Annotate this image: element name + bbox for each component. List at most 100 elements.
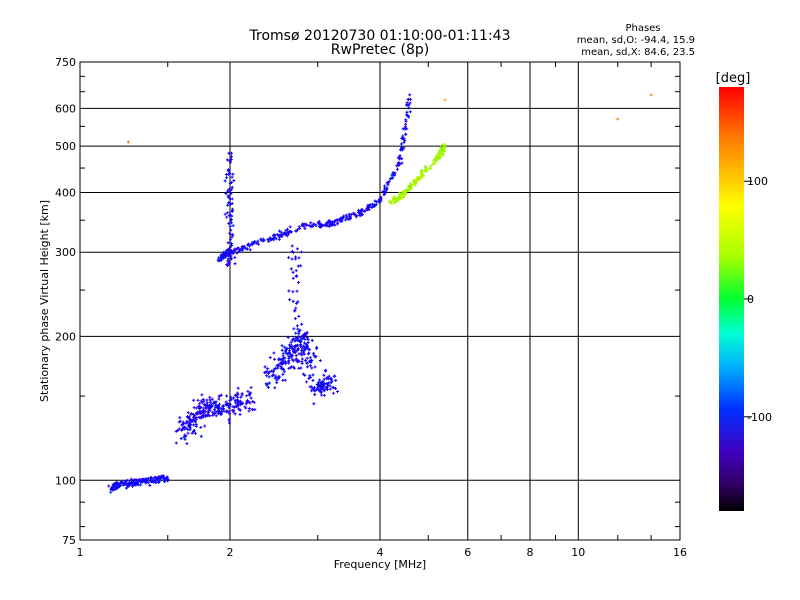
point-F1-plume [293,317,297,321]
point-F2-X-trace [387,199,391,203]
point-F1-cluster [274,375,278,379]
point-E-sporadic-cloud [235,391,239,395]
point-F2-X-trace [436,154,440,158]
point-F2-O-trace [357,210,361,214]
point-F2-O-trace [344,218,348,222]
point-F2-plume [226,264,230,268]
point-E-sporadic-cloud [198,401,202,405]
point-F2-X-trace [439,153,443,157]
point-F1-cluster [298,340,302,344]
point-F1-cluster [305,330,309,334]
point-F2-plume [228,202,232,206]
point-F2-O-trace [353,212,357,216]
point-F1-plume [297,352,301,356]
point-E-sporadic-cloud [184,426,188,430]
point-F2-plume [230,155,234,159]
point-F1-plume [289,355,293,359]
point-F2-O-trace [361,213,365,217]
point-E-sporadic-cloud [209,400,213,404]
point-F2-O-trace [255,241,259,245]
point-F1-plume [290,257,294,261]
point-F1-cluster [268,370,272,374]
point-F1-cluster [300,346,304,350]
point-low-O-trace [130,481,134,485]
point-F2-O-trace [398,154,402,158]
point-F2-O-trace [327,225,331,229]
point-E-sporadic-cloud [206,410,210,414]
y-tick-label: 200 [55,330,76,343]
point-F1-cluster [312,351,316,355]
point-F2-O-trace [248,244,252,248]
point-F1-cluster [274,366,278,370]
point-E-sporadic-cloud [235,404,239,408]
point-F2-plume [230,185,234,189]
point-E-sporadic-cloud [192,423,196,427]
point-E-sporadic-cloud [249,396,253,400]
point-F1-cluster [266,367,270,371]
point-F1-cluster [287,361,291,365]
point-F2-O-trace [241,246,245,250]
point-F2-O-trace [351,211,355,215]
point-F1-plume [297,280,301,284]
point-E-sporadic-cloud [180,428,184,432]
point-F2-X-trace [419,174,423,178]
point-F1-plume [291,337,295,341]
point-F2-O-trace [302,224,306,228]
point-E-sporadic-cloud [217,410,221,414]
point-F1-plume [291,299,295,303]
point-low-O-trace [127,482,131,486]
point-E-sporadic-cloud [214,410,218,414]
point-E-sporadic-cloud [200,393,204,397]
point-E-sporadic-cloud [233,412,237,416]
point-low-O-trace [123,480,127,484]
point-F2-plume [225,158,229,162]
point-F2-plume [229,192,233,196]
point-F2-O-trace [400,136,404,140]
point-E-sporadic-cloud [251,408,255,412]
point-F2-O-trace [278,229,282,233]
point-F2-X-trace [395,197,399,201]
point-F1-cluster [313,386,317,390]
point-F2-O-trace [274,237,278,241]
point-F1-cluster [325,386,329,390]
point-E-sporadic-cloud [234,401,238,405]
point-E-sporadic-cloud [243,405,247,409]
x-axis-ticks: 1 2 4 6 8 10 16 [77,546,688,559]
point-F2-X-trace [412,182,416,186]
point-F1-plume [296,339,300,343]
point-F1-plume [294,306,298,310]
point-F1-plume [292,366,296,370]
point-E-sporadic-cloud [212,400,216,404]
point-F1-cluster [321,379,325,383]
point-F1-cluster [310,338,314,342]
point-E-sporadic-cloud [219,406,223,410]
point-E-sporadic-cloud [181,420,185,424]
x-axis-label: Frequency [MHz] [334,558,426,571]
point-E-sporadic-cloud [174,429,178,433]
point-F1-cluster [282,370,286,374]
point-F2-O-trace [408,110,412,114]
point-F1-plume [297,314,301,318]
point-E-sporadic-cloud [240,393,244,397]
point-F2-O-trace [347,217,351,221]
point-E-sporadic-cloud [186,411,190,415]
point-E-sporadic-cloud [247,392,251,396]
point-E-sporadic-cloud [176,429,180,433]
point-F1-cluster [303,358,307,362]
point-E-sporadic-cloud [191,415,195,419]
point-E-sporadic-cloud [205,398,209,402]
point-F2-plume [227,187,231,191]
point-E-sporadic-cloud [211,402,215,406]
point-F2-O-trace [406,97,410,101]
point-E-sporadic-cloud [197,405,201,409]
point-F1-cluster [310,366,314,370]
point-F2-X-trace [419,170,423,174]
point-E-sporadic-cloud [208,414,212,418]
point-F2-O-trace [362,210,366,214]
y-tick-label: 500 [55,140,76,153]
point-low-O-trace [149,479,153,483]
point-E-sporadic-cloud [249,386,253,390]
point-F2-plume [226,169,230,173]
point-E-sporadic-cloud [225,394,229,398]
point-E-sporadic-cloud [217,394,221,398]
